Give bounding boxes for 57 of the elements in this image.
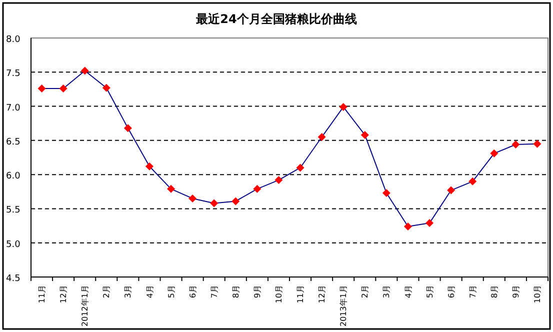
point (274, 176, 283, 184)
x-tick-label: 2012年1月 (80, 285, 90, 326)
x-tick-label: 4月 (404, 285, 413, 298)
point (533, 140, 542, 148)
point (253, 184, 262, 193)
x-tick-label: 6月 (188, 285, 198, 298)
y-tick-label: 5.5 (6, 206, 20, 216)
point (232, 197, 240, 206)
point (188, 194, 197, 202)
x-tick-label: 11月 (296, 285, 306, 304)
point (360, 130, 369, 139)
point (426, 219, 434, 228)
x-tick-label: 10月 (274, 285, 284, 304)
point (167, 184, 176, 193)
point (38, 84, 46, 93)
point (124, 124, 132, 132)
point (145, 162, 154, 170)
x-tick-label: 7月 (468, 285, 478, 298)
point (512, 140, 520, 149)
point (404, 222, 412, 230)
y-tick-label: 7.5 (6, 69, 20, 80)
x-tick-label: 8月 (490, 285, 499, 298)
y-tick-label: 6.0 (6, 172, 21, 182)
point (339, 102, 348, 111)
x-tick-label: 6月 (446, 285, 456, 298)
point (296, 164, 304, 172)
point (468, 177, 477, 186)
x-tick-label: 4月 (145, 285, 154, 298)
x-tick-label: 3月 (124, 285, 133, 298)
point (447, 186, 456, 194)
y-tick-label: 7.0 (6, 103, 21, 114)
x-tick-label: 3月 (382, 285, 392, 298)
x-tick-label: 12月 (59, 285, 68, 304)
point (59, 84, 68, 93)
chart-title: 最近24个月全国猪粮比价曲线 (195, 12, 357, 26)
x-tick-label: 12月 (318, 285, 327, 304)
x-tick-label: 2月 (102, 285, 112, 298)
x-tick-label: 5月 (425, 285, 434, 298)
y-tick-label: 8.0 (6, 35, 21, 45)
x-tick-label: 10月 (533, 285, 542, 304)
point (102, 84, 110, 92)
x-tick-label: 9月 (252, 285, 262, 298)
x-tick-label: 11月 (38, 285, 47, 304)
point (210, 199, 218, 208)
point (80, 66, 89, 75)
point (318, 133, 326, 142)
y-tick-label: 4.5 (6, 274, 20, 284)
point (490, 149, 498, 158)
y-tick-label: 5.0 (6, 240, 21, 250)
point (382, 189, 390, 198)
x-tick-label: 5月 (166, 285, 176, 298)
x-tick-label: 7月 (210, 285, 219, 298)
x-tick-label: 8月 (231, 285, 240, 298)
y-tick-label: 6.5 (6, 137, 20, 148)
x-tick-label: 2013年1月 (339, 285, 348, 326)
x-tick-label: 9月 (511, 285, 520, 298)
x-tick-label: 2月 (360, 285, 370, 298)
